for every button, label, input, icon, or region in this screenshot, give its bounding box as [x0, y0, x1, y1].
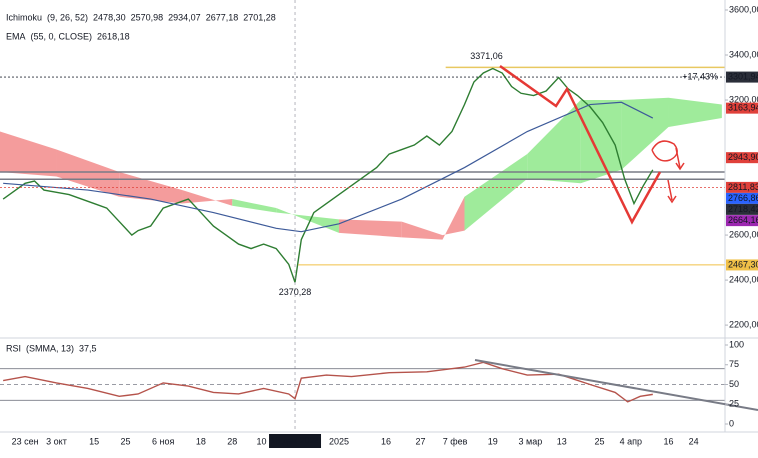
y-tick-label: 3600,00 — [729, 4, 758, 14]
price-label-bg — [726, 181, 758, 193]
crosshair-label: 18 дек 2024 — [270, 435, 319, 445]
ichimoku-cloud — [668, 97, 722, 128]
ichimoku-cloud — [0, 131, 57, 177]
ichimoku-cloud — [182, 190, 233, 206]
y-tick-label: 2200,00 — [729, 319, 758, 329]
price-label-bg — [726, 192, 758, 204]
y-tick-label: 50 — [729, 379, 739, 389]
price-label: 2811,83 — [728, 182, 758, 192]
indicator-value: 2618,18 — [97, 31, 130, 41]
crosshair-label-bg — [269, 434, 322, 448]
x-tick-label: 13 — [557, 436, 567, 446]
price-label-bg — [726, 152, 758, 164]
x-tick-label: 25 — [594, 436, 604, 446]
x-tick-label: 27 — [416, 436, 426, 446]
price-label: 3301,94 — [728, 71, 758, 81]
x-tick-label: 19 — [488, 436, 498, 446]
x-tick-label: 15 — [89, 436, 99, 446]
x-tick-label: 16 — [663, 436, 673, 446]
indicator-value: 2677,18 — [206, 12, 239, 22]
indicator-name: RSI — [6, 343, 21, 353]
x-tick-label: 18 — [196, 436, 206, 446]
x-tick-label: 3 мар — [519, 436, 543, 446]
ichimoku-cloud — [338, 219, 402, 238]
ichimoku-cloud — [580, 100, 622, 184]
series-line — [2, 67, 654, 283]
ichimoku-cloud — [464, 154, 528, 231]
indicator-value: 2478,30 — [93, 12, 126, 22]
price-label-bg — [726, 71, 758, 83]
price-label: 3163,94 — [728, 103, 758, 113]
x-tick-label: 6 ноя — [152, 436, 174, 446]
price-label: 2718,42 — [728, 204, 758, 214]
y-tick-label: 0 — [729, 418, 734, 428]
ichimoku-cloud — [232, 199, 277, 213]
annotation: 3371,06 — [470, 51, 503, 61]
ichimoku-cloud — [56, 149, 120, 197]
x-tick-label: 2025 — [329, 436, 349, 446]
x-tick-label: 3 окт — [46, 436, 67, 446]
indicator-value: 2570,98 — [131, 12, 164, 22]
series-line — [3, 101, 654, 233]
drawn-arrows — [667, 147, 685, 204]
y-tick-label: 2400,00 — [729, 274, 758, 284]
y-tick-label: 3200,00 — [729, 94, 758, 104]
x-tick-label: 16 — [381, 436, 391, 446]
price-label: 2943,90 — [728, 152, 758, 162]
price-label-bg — [726, 203, 758, 215]
ichimoku-cloud — [401, 221, 443, 240]
indicator-value: 2934,07 — [168, 12, 201, 22]
x-tick-label: 4 апр — [620, 436, 642, 446]
price-label-bg — [726, 215, 758, 227]
indicator-params: (9, 26, 52) — [47, 12, 88, 22]
indicator-params: (55, 0, CLOSE) — [31, 31, 93, 41]
y-tick-label: 3400,00 — [729, 49, 758, 59]
change-label: +17,43% — [682, 71, 718, 81]
plot-area — [0, 0, 725, 432]
drawn-zigzag — [499, 64, 662, 225]
price-label-bg — [726, 259, 758, 271]
y-tick-label: 2600,00 — [729, 229, 758, 239]
indicator-name: EMA — [6, 31, 26, 41]
rsi-trendline — [474, 359, 758, 411]
indicator-value: 2701,28 — [243, 12, 276, 22]
y-tick-label: 75 — [729, 359, 739, 369]
ichimoku-cloud — [527, 100, 581, 184]
price-label: 2766,86 — [728, 193, 758, 203]
indicator-params: (SMMA, 13) — [26, 343, 74, 353]
y-tick-label: 25 — [729, 399, 739, 409]
series-line — [3, 361, 653, 403]
x-tick-label: 25 — [121, 436, 131, 446]
indicator-value: 37,5 — [79, 343, 97, 353]
indicator-name: Ichimoku — [6, 12, 42, 22]
x-tick-label: 23 сен — [12, 436, 39, 446]
y-tick-label: 100 — [729, 339, 744, 349]
price-label: 2467,30 — [728, 259, 758, 269]
ichimoku-cloud — [621, 97, 669, 170]
ichimoku-cloud — [442, 196, 465, 240]
x-tick-label: 28 — [227, 436, 237, 446]
price-label-bg — [726, 102, 758, 114]
price-label: 2664,16 — [728, 215, 758, 225]
x-tick-label: 7 фев — [443, 436, 468, 446]
x-tick-label: 24 — [689, 436, 699, 446]
annotation: 2370,28 — [279, 287, 312, 297]
